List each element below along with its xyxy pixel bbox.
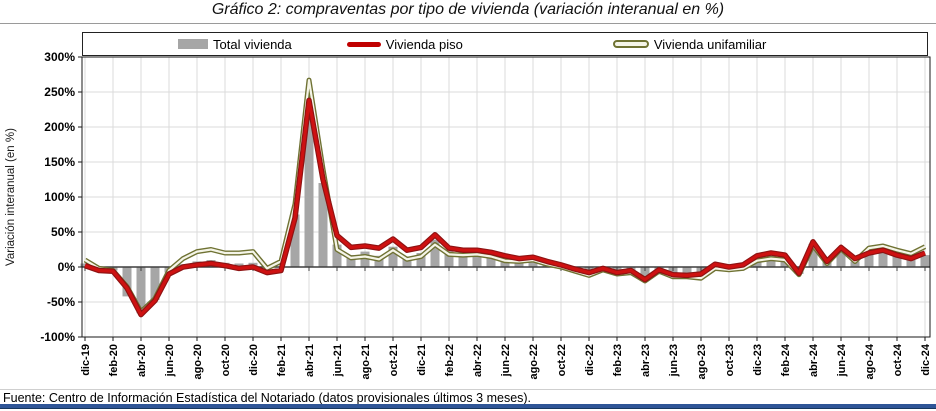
- legend-item-vivienda-piso: Vivienda piso: [346, 36, 463, 52]
- legend-label-unifamiliar: Vivienda unifamiliar: [653, 36, 767, 52]
- svg-text:0%: 0%: [58, 260, 76, 274]
- series-vivienda-piso-line: [84, 97, 927, 318]
- svg-text:feb-22: feb-22: [444, 344, 456, 376]
- svg-text:ago-23: ago-23: [696, 344, 708, 379]
- svg-text:feb-24: feb-24: [780, 343, 792, 376]
- y-axis-title: Variación interanual (en %): [5, 128, 17, 266]
- svg-text:feb-20: feb-20: [108, 344, 120, 376]
- svg-text:dic-23: dic-23: [752, 344, 764, 376]
- y-axis-labels: 300% 250% 200% 150% 100% 50% 0% -50% -100%: [40, 50, 75, 344]
- svg-text:oct-22: oct-22: [556, 344, 568, 376]
- svg-text:ago-22: ago-22: [528, 344, 540, 379]
- bar-swatch-icon: [178, 39, 208, 49]
- svg-text:-100%: -100%: [40, 330, 75, 344]
- svg-text:abr-21: abr-21: [304, 344, 316, 377]
- svg-text:jun-21: jun-21: [332, 344, 344, 377]
- gridlines: [82, 56, 930, 338]
- svg-text:dic-21: dic-21: [416, 344, 428, 376]
- olive-line-swatch-icon: [612, 40, 649, 48]
- svg-text:dic-20: dic-20: [248, 344, 260, 376]
- legend-item-vivienda-unifamiliar: Vivienda unifamiliar: [612, 36, 767, 52]
- bottom-accent-bar: [0, 404, 936, 409]
- svg-text:jun-22: jun-22: [500, 344, 512, 377]
- svg-text:ago-24: ago-24: [864, 343, 876, 379]
- axis-ticks: [78, 56, 926, 341]
- title-divider: [0, 23, 936, 24]
- svg-text:oct-21: oct-21: [388, 344, 400, 376]
- svg-text:250%: 250%: [44, 85, 75, 99]
- svg-text:150%: 150%: [44, 155, 75, 169]
- svg-text:oct-20: oct-20: [220, 344, 232, 376]
- svg-text:dic-24: dic-24: [920, 343, 932, 376]
- svg-text:100%: 100%: [44, 190, 75, 204]
- legend-label-total: Total vivienda: [213, 36, 292, 52]
- svg-text:300%: 300%: [44, 50, 75, 64]
- svg-text:jun-23: jun-23: [668, 344, 680, 377]
- svg-text:-50%: -50%: [47, 295, 75, 309]
- svg-text:abr-20: abr-20: [136, 344, 148, 377]
- svg-text:200%: 200%: [44, 120, 75, 134]
- red-line-swatch-icon: [346, 41, 381, 47]
- svg-text:feb-21: feb-21: [276, 344, 288, 376]
- svg-text:jun-24: jun-24: [836, 343, 848, 377]
- svg-text:abr-24: abr-24: [808, 343, 820, 377]
- svg-text:abr-22: abr-22: [472, 344, 484, 377]
- svg-text:oct-23: oct-23: [724, 344, 736, 376]
- svg-text:50%: 50%: [51, 225, 75, 239]
- svg-text:ago-20: ago-20: [192, 344, 204, 379]
- chart-legend: Total vivienda Vivienda piso Vivienda un…: [82, 32, 928, 56]
- legend-item-total-vivienda: Total vivienda: [178, 37, 292, 52]
- svg-text:oct-24: oct-24: [892, 343, 904, 376]
- svg-text:dic-19: dic-19: [80, 344, 92, 376]
- series-vivienda-unifamiliar-line: [83, 77, 927, 315]
- source-footnote: Fuente: Centro de Información Estadístic…: [0, 389, 936, 405]
- chart-title: Gráfico 2: compraventas por tipo de vivi…: [211, 1, 725, 18]
- svg-text:abr-23: abr-23: [640, 344, 652, 377]
- legend-label-piso: Vivienda piso: [385, 36, 463, 52]
- svg-text:jun-20: jun-20: [164, 344, 176, 377]
- svg-text:feb-23: feb-23: [612, 344, 624, 376]
- svg-text:dic-22: dic-22: [584, 344, 596, 376]
- x-axis-labels: dic-19 feb-20 abr-20 jun-20 ago-20 oct-20 dic-…: [80, 343, 932, 379]
- svg-text:ago-21: ago-21: [360, 344, 372, 379]
